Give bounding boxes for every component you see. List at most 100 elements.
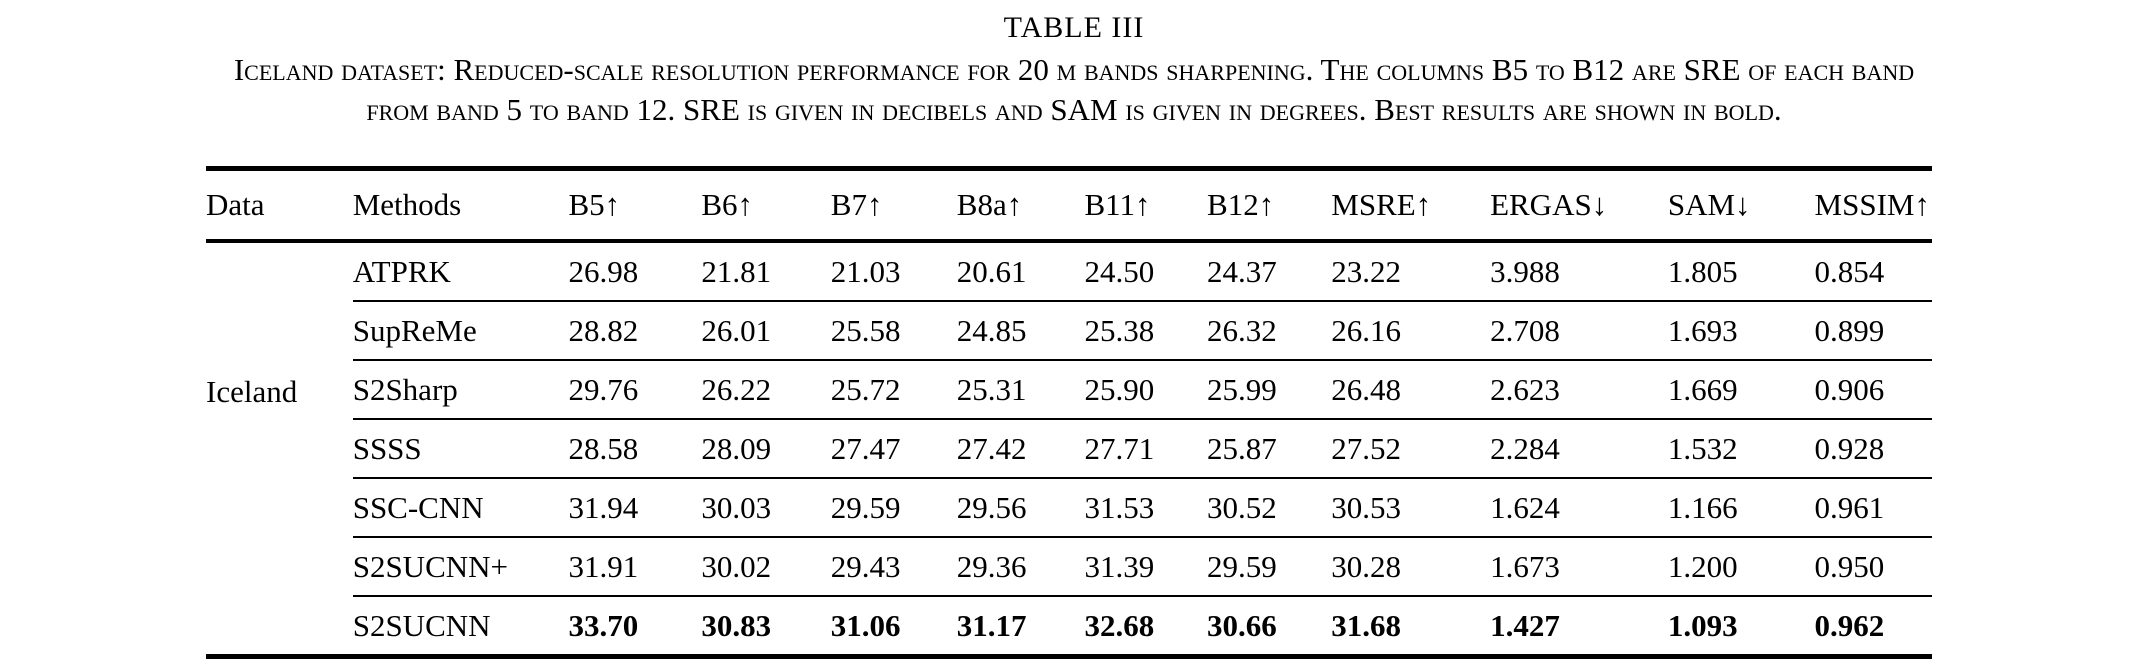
value-cell-b12: 26.32	[1207, 301, 1332, 361]
table-body: Iceland ATPRK 26.98 21.81 21.03 20.61 24.50 24.…	[206, 241, 1932, 658]
method-cell: SSC-CNN	[352, 478, 569, 538]
value-cell-b6: 21.81	[701, 241, 831, 302]
table-row-supreme: SupReMe 28.82 26.01 25.58 24.85 25.38 26.32 26.…	[206, 301, 1932, 361]
value-cell-b5: 33.70	[568, 607, 639, 643]
col-header-sam: SAM↓	[1667, 168, 1815, 243]
value-cell-msre: 30.53	[1331, 478, 1491, 538]
table-row-ssss: SSSS 28.58 28.09 27.47 27.42 27.71 25.87 27.52 2…	[206, 419, 1932, 479]
col-header-b8a: B8a↑	[956, 168, 1085, 243]
value-cell-b7: 29.59	[830, 478, 957, 538]
col-header-methods: Methods	[352, 168, 569, 243]
value-cell-b6: 26.01	[701, 301, 831, 361]
value-cell-b6: 30.02	[701, 537, 831, 597]
value-cell-b11: 31.53	[1084, 478, 1208, 538]
caption-line: from band 5 to band 12. SRE is given in …	[366, 92, 1782, 127]
value-cell-b6: 28.09	[701, 419, 831, 479]
value-cell-b11: 25.38	[1084, 301, 1208, 361]
value-cell-b6: 30.03	[701, 478, 831, 538]
value-cell-b12: 30.66	[1207, 607, 1277, 643]
col-header-mssim: MSSIM↑	[1814, 168, 1932, 243]
value-cell-b7: 31.06	[830, 607, 901, 643]
value-cell-sam: 1.200	[1667, 537, 1815, 597]
col-header-ergas: ERGAS↓	[1490, 168, 1668, 243]
value-cell-b8a: 29.56	[956, 478, 1085, 538]
method-cell: SupReMe	[352, 301, 569, 361]
method-cell: S2SUCNN	[352, 607, 491, 643]
value-cell-msre: 23.22	[1331, 241, 1491, 302]
value-cell-msre: 27.52	[1331, 419, 1491, 479]
value-cell-sam: 1.093	[1667, 607, 1738, 643]
value-cell-b5: 26.98	[568, 241, 702, 302]
value-cell-ergas: 1.427	[1490, 607, 1560, 643]
value-cell-ergas: 2.708	[1490, 301, 1668, 361]
value-cell-mssim: 0.906	[1814, 360, 1932, 420]
table-title: TABLE III	[1003, 11, 1145, 44]
value-cell-sam: 1.166	[1667, 478, 1815, 538]
value-cell-b8a: 29.36	[956, 537, 1085, 597]
value-cell-b5: 29.76	[568, 360, 702, 420]
value-cell-msre: 30.28	[1331, 537, 1491, 597]
value-cell-b5: 28.58	[568, 419, 702, 479]
col-header-data: Data	[206, 168, 353, 243]
value-cell-b8a: 31.17	[956, 607, 1027, 643]
value-cell-b5: 31.91	[568, 537, 702, 597]
value-cell-b7: 25.58	[830, 301, 957, 361]
table-row-s2sucnn: S2SUCNN 33.70 30.83 31.06 31.17 32.68 30.66 31.…	[206, 596, 1932, 658]
value-cell-ergas: 2.623	[1490, 360, 1668, 420]
value-cell-b11: 32.68	[1084, 607, 1155, 643]
caption-line: Iceland dataset: Reduced-scale resolutio…	[233, 52, 1915, 87]
col-header-msre: MSRE↑	[1331, 168, 1491, 243]
table-row-s2sharp: S2Sharp 29.76 26.22 25.72 25.31 25.90 25.99 26.…	[206, 360, 1932, 420]
value-cell-b12: 25.87	[1207, 419, 1332, 479]
value-cell-ergas: 1.673	[1490, 537, 1668, 597]
value-cell-ergas: 2.284	[1490, 419, 1668, 479]
method-cell: S2Sharp	[352, 360, 569, 420]
col-header-b7: B7↑	[830, 168, 957, 243]
value-cell-b7: 29.43	[830, 537, 957, 597]
method-cell: ATPRK	[352, 241, 569, 302]
value-cell-mssim: 0.962	[1814, 607, 1885, 643]
value-cell-b12: 29.59	[1207, 537, 1332, 597]
value-cell-b8a: 27.42	[956, 419, 1085, 479]
value-cell-b6: 30.83	[701, 607, 772, 643]
value-cell-b5: 28.82	[568, 301, 702, 361]
value-cell-mssim: 0.950	[1814, 537, 1932, 597]
value-cell-b8a: 24.85	[956, 301, 1085, 361]
value-cell-mssim: 0.961	[1814, 478, 1932, 538]
value-cell-b6: 26.22	[701, 360, 831, 420]
table-row-atprk: Iceland ATPRK 26.98 21.81 21.03 20.61 24.50 24.…	[206, 241, 1932, 409]
value-cell-b11: 24.50	[1084, 241, 1208, 302]
value-cell-b11: 25.90	[1084, 360, 1208, 420]
value-cell-b11: 27.71	[1084, 419, 1208, 479]
table-row-ssc-cnn: SSC-CNN 31.94 30.03 29.59 29.56 31.53 30.52 30.…	[206, 478, 1932, 538]
value-cell-sam: 1.805	[1667, 241, 1815, 302]
value-cell-b11: 31.39	[1084, 537, 1208, 597]
value-cell-b8a: 25.31	[956, 360, 1085, 420]
col-header-b11: B11↑	[1084, 168, 1208, 243]
table-row-s2sucnn: S2SUCNN+ 31.91 30.02 29.43 29.36 31.39 29.59 30…	[206, 537, 1932, 597]
value-cell-msre: 31.68	[1331, 607, 1402, 643]
method-cell: SSSS	[352, 419, 569, 479]
value-cell-b12: 30.52	[1207, 478, 1332, 538]
value-cell-msre: 26.16	[1331, 301, 1491, 361]
value-cell-b8a: 20.61	[956, 241, 1085, 302]
value-cell-b7: 27.47	[830, 419, 957, 479]
value-cell-b5: 31.94	[568, 478, 702, 538]
header-row: Data Methods B5↑ B6↑ B7↑ B8a↑ B11↑ B12↑ MSRE↑ ERG…	[206, 168, 1932, 243]
value-cell-b7: 21.03	[830, 241, 957, 302]
value-cell-b12: 24.37	[1207, 241, 1332, 302]
method-cell: S2SUCNN+	[352, 537, 569, 597]
col-header-b6: B6↑	[701, 168, 831, 243]
col-header-b5: B5↑	[568, 168, 702, 243]
value-cell-msre: 26.48	[1331, 360, 1491, 420]
value-cell-mssim: 0.928	[1814, 419, 1932, 479]
value-cell-b12: 25.99	[1207, 360, 1332, 420]
table-caption: Iceland dataset: Reduced-scale resolutio…	[0, 50, 2148, 130]
value-cell-mssim: 0.854	[1814, 241, 1932, 302]
value-cell-sam: 1.532	[1667, 419, 1815, 479]
value-cell-b7: 25.72	[830, 360, 957, 420]
col-header-b12: B12↑	[1207, 168, 1332, 243]
data-cell: Iceland	[206, 241, 353, 658]
value-cell-mssim: 0.899	[1814, 301, 1932, 361]
value-cell-sam: 1.669	[1667, 360, 1815, 420]
